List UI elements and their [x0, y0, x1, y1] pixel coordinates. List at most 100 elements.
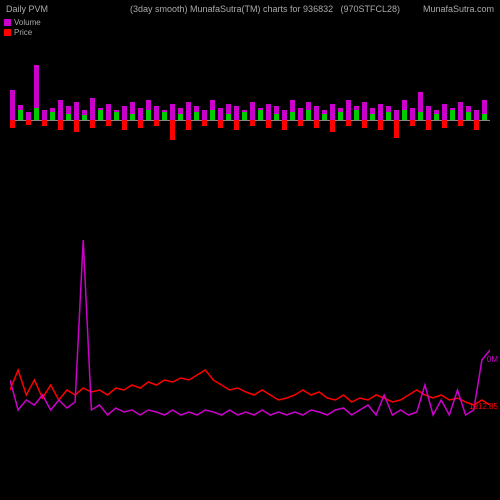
price-bar [426, 120, 431, 130]
price-bar [226, 114, 231, 120]
volume-bar [186, 102, 191, 120]
volume-bar [362, 102, 367, 120]
price-bar [258, 110, 263, 120]
legend-item-price: Price [4, 28, 41, 37]
header-source: MunafaSutra.com [423, 4, 494, 14]
price-bar [98, 110, 103, 120]
price-bar [194, 112, 199, 120]
price-bar [58, 120, 63, 130]
pvm-bar-chart [10, 60, 490, 180]
volume-bar [26, 112, 31, 120]
price-bar [394, 120, 399, 138]
price-bar [66, 114, 71, 120]
price-bar [42, 120, 47, 126]
volume-bar [410, 108, 415, 120]
price-bar [346, 120, 351, 126]
legend-swatch-price [4, 29, 11, 36]
price-bar [466, 112, 471, 120]
price-volume-line-chart [10, 230, 490, 430]
volume-bar [122, 106, 127, 120]
price-bar [474, 120, 479, 130]
volume-bar [202, 110, 207, 120]
volume-bar [442, 104, 447, 120]
price-bar [146, 110, 151, 120]
price-bar [370, 114, 375, 120]
volume-bar [378, 104, 383, 120]
price-bar [290, 112, 295, 120]
price-bar [386, 112, 391, 120]
price-bar [242, 112, 247, 120]
price-line [10, 370, 490, 405]
volume-bar [154, 106, 159, 120]
volume-bar [90, 98, 95, 120]
price-bar [106, 120, 111, 126]
price-bar [378, 120, 383, 130]
header-title: Daily PVM [6, 4, 48, 14]
volume-bar [42, 110, 47, 120]
volume-bar [314, 106, 319, 120]
volume-bar [298, 108, 303, 120]
price-bar [330, 120, 335, 132]
price-bar [434, 114, 439, 120]
price-bar [410, 120, 415, 126]
legend: Volume Price [4, 18, 41, 38]
price-bar [18, 110, 23, 120]
volume-bar [394, 110, 399, 120]
price-bar [130, 114, 135, 120]
price-bar [138, 120, 143, 128]
legend-label-price: Price [14, 28, 32, 37]
volume-bar [218, 108, 223, 120]
price-bar [450, 110, 455, 120]
price-bar [418, 112, 423, 120]
price-bar [154, 120, 159, 126]
price-bar [306, 110, 311, 120]
header-symbol: (970STFCL28) [340, 4, 400, 14]
price-bar [162, 112, 167, 120]
price-bar [274, 114, 279, 120]
price-bar [122, 120, 127, 130]
price-bar [234, 120, 239, 130]
price-bar [402, 110, 407, 120]
price-bar [170, 120, 175, 140]
price-bar [458, 120, 463, 126]
price-bar [338, 112, 343, 120]
volume-bar [58, 100, 63, 120]
price-bar [314, 120, 319, 128]
price-bar [322, 114, 327, 120]
legend-swatch-volume [4, 19, 11, 26]
volume-bar [74, 102, 79, 120]
price-bar [298, 120, 303, 126]
legend-item-volume: Volume [4, 18, 41, 27]
price-bar [186, 120, 191, 130]
volume-bar [282, 110, 287, 120]
volume-axis-label: 0M [487, 355, 498, 364]
price-bar [442, 120, 447, 128]
header-subtitle: (3day smooth) MunafaSutra(TM) charts for… [130, 4, 333, 14]
price-bar [266, 120, 271, 128]
price-bar [114, 112, 119, 120]
price-bar [218, 120, 223, 128]
volume-bar [10, 90, 15, 120]
price-bar [482, 114, 487, 120]
volume-bar [170, 104, 175, 120]
price-bar [210, 110, 215, 120]
price-bar [82, 115, 87, 120]
volume-bar [458, 102, 463, 120]
volume-bar [346, 100, 351, 120]
volume-bar [234, 106, 239, 120]
price-bar [362, 120, 367, 128]
price-bar [74, 120, 79, 132]
price-bar [282, 120, 287, 130]
chart-header: Daily PVM (3day smooth) MunafaSutra(TM) … [0, 4, 500, 20]
price-bar [354, 110, 359, 120]
price-bar [50, 112, 55, 120]
volume-bar [426, 106, 431, 120]
volume-bar [474, 110, 479, 120]
price-bar [250, 120, 255, 126]
price-bar [90, 120, 95, 128]
price-bar [178, 114, 183, 120]
price-bar [202, 120, 207, 126]
volume-bar [250, 102, 255, 120]
volume-bar [330, 104, 335, 120]
price-bar [34, 108, 39, 120]
